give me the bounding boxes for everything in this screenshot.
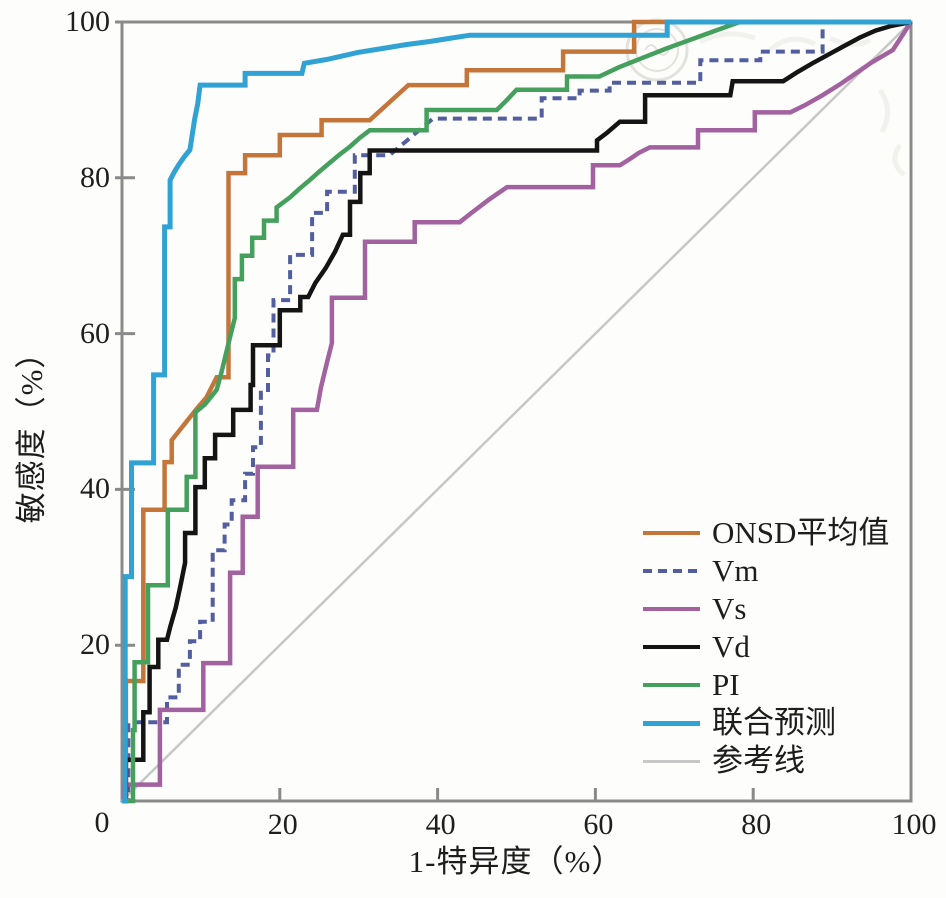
legend-line-swatch-4 (643, 683, 700, 687)
legend-line-swatch-3 (643, 645, 700, 649)
roc-curve-vd (122, 19, 912, 804)
roc-curve-vs (122, 20, 913, 804)
legend-row-6: 参考线 (643, 742, 889, 780)
legend-label-1: Vm (712, 553, 759, 588)
legend-row-5: 联合预测 (643, 704, 889, 742)
legend-label-6: 参考线 (712, 743, 805, 778)
journal-stamp-watermark (625, 18, 906, 177)
x-tick-label-20: 20 (267, 808, 298, 841)
x-tick-label-60: 60 (583, 808, 614, 841)
legend-line-swatch-1 (643, 569, 700, 573)
legend-row-2: Vs (643, 590, 889, 628)
y-tick-label-60: 60 (80, 316, 110, 350)
legend-label-3: Vd (712, 629, 750, 664)
legend-label-5: 联合预测 (712, 705, 836, 740)
x-axis-title: 1-特异度（%） (408, 844, 624, 879)
legend-row-3: Vd (643, 628, 889, 666)
legend-line-swatch-6 (643, 759, 700, 763)
x-tick-label-40: 40 (425, 808, 456, 841)
legend-row-0: ONSD平均值 (643, 514, 889, 552)
x-tick-label-80: 80 (741, 808, 772, 841)
legend-line-swatch-0 (643, 531, 700, 535)
plot-border (120, 20, 913, 803)
x-tick-label-100: 100 (891, 808, 937, 841)
roc-curve-pi (122, 19, 911, 804)
roc-curve-vm (122, 20, 911, 803)
origin-tick-label: 0 (94, 806, 110, 839)
legend-line-swatch-2 (643, 607, 700, 611)
roc-curve-onsd (122, 19, 911, 804)
legend: ONSD平均值 Vm Vs Vd PI 联合预测 参考线 (643, 514, 889, 780)
legend-label-4: PI (712, 667, 740, 702)
legend-label-0: ONSD平均值 (712, 515, 890, 550)
legend-row-4: PI (643, 666, 889, 704)
legend-label-2: Vs (712, 591, 747, 626)
y-tick-label-40: 40 (80, 472, 110, 506)
y-tick-label-80: 80 (80, 160, 110, 194)
legend-row-1: Vm (643, 552, 889, 590)
y-tick-label-100: 100 (65, 5, 110, 38)
y-tick-label-20: 20 (80, 628, 110, 662)
roc-curve-series5 (122, 19, 911, 804)
roc-curve-reference (121, 21, 912, 802)
legend-line-swatch-5 (643, 720, 700, 726)
